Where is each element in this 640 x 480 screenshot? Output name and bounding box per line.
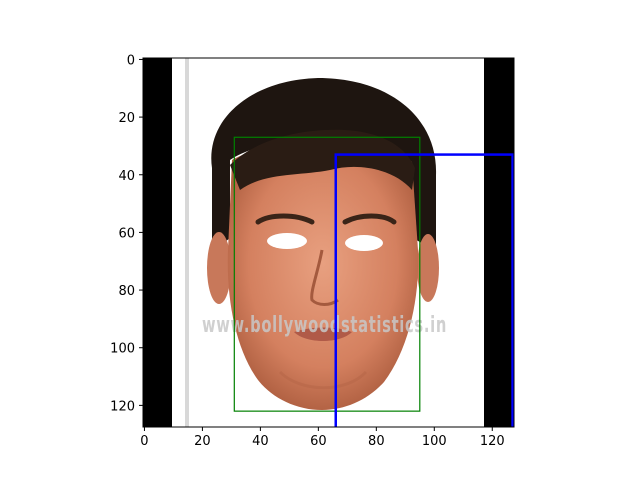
x-tick-label: 40 xyxy=(252,434,269,449)
left-black-pad xyxy=(143,58,172,427)
chin-shadow xyxy=(278,370,368,390)
y-tick-label: 100 xyxy=(110,342,135,357)
y-axis: 0 20 40 60 80 100 120 xyxy=(110,53,143,414)
left-eyebrow xyxy=(255,213,315,225)
left-eye xyxy=(267,233,307,249)
x-tick-label: 20 xyxy=(194,434,211,449)
right-eye xyxy=(345,235,383,251)
gray-line xyxy=(185,58,189,427)
hair-fringe xyxy=(230,129,415,190)
y-tick-label: 40 xyxy=(118,169,135,184)
y-tick-label: 0 xyxy=(127,53,135,68)
y-tick-label: 120 xyxy=(110,399,135,414)
x-axis: 0 20 40 60 80 100 120 xyxy=(140,427,505,449)
left-ear xyxy=(207,232,231,304)
x-tick-label: 120 xyxy=(480,434,505,449)
green-bounding-box xyxy=(233,136,421,412)
x-tick-label: 100 xyxy=(422,434,447,449)
mouth xyxy=(294,327,352,341)
y-tick-label: 80 xyxy=(118,284,135,299)
y-tick-label: 60 xyxy=(118,226,135,241)
blue-bounding-box xyxy=(334,153,514,427)
x-tick-label: 80 xyxy=(368,434,385,449)
nose xyxy=(310,249,339,306)
watermark-text: www.bollywoodstatistics.in xyxy=(202,313,447,338)
axes-frame xyxy=(142,57,515,428)
right-eyebrow xyxy=(342,213,397,225)
face-skin xyxy=(227,143,419,410)
right-black-pad xyxy=(484,58,514,427)
x-tick-label: 0 xyxy=(140,434,148,449)
image-area: www.bollywoodstatistics.in xyxy=(143,58,514,427)
hair xyxy=(211,78,437,252)
x-tick-label: 60 xyxy=(310,434,327,449)
face-image: www.bollywoodstatistics.in xyxy=(202,78,447,410)
y-tick-label: 20 xyxy=(118,111,135,126)
right-ear xyxy=(417,234,439,302)
